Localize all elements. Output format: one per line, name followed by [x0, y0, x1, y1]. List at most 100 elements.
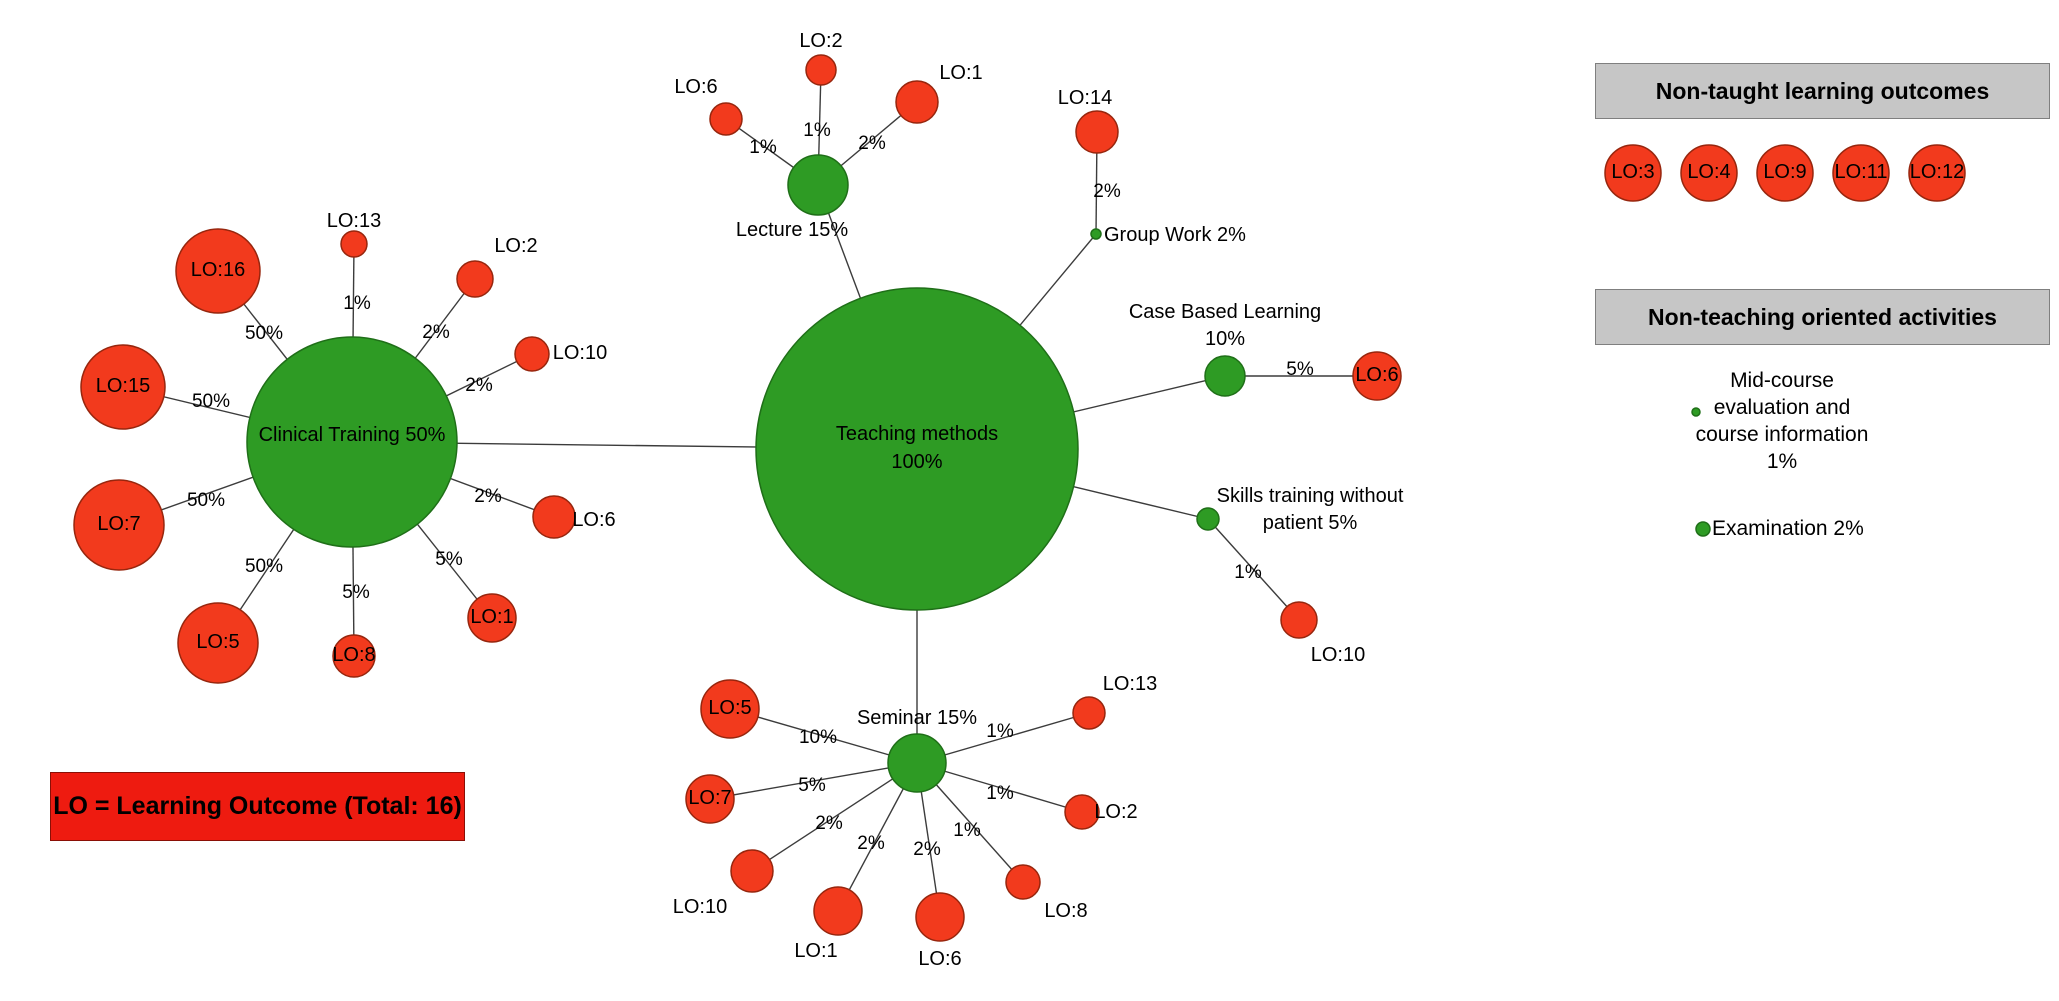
node-lecture [787, 154, 849, 216]
midcourse-evaluation-label: Mid-course evaluation and course informa… [1642, 367, 1922, 475]
node-nt-lo11 [1832, 144, 1890, 202]
edge-weight-seminar-se-lo8: 1% [953, 820, 981, 841]
label-nt-lo11: LO:11 [1835, 161, 1888, 183]
examination-label: Examination 2% [1712, 517, 1864, 540]
node-se-lo1 [813, 886, 863, 936]
edge-skills-s-lo10 [1207, 518, 1300, 621]
label-c-lo8: LO:8 [332, 644, 375, 666]
node-exam-dot [1695, 521, 1711, 537]
edge-weight-seminar-se-lo6: 2% [913, 839, 941, 860]
edge-seminar-se-lo5 [729, 708, 918, 764]
label-c-lo7: LO:7 [97, 513, 140, 535]
label-nt-lo3: LO:3 [1611, 161, 1654, 183]
edge-weight-seminar-se-lo13: 1% [986, 721, 1014, 742]
node-nt-lo3 [1604, 144, 1662, 202]
edge-weight-groupwork-g-lo14: 2% [1093, 181, 1121, 202]
midcourse-line-1: Mid-course [1730, 369, 1834, 392]
label-c-lo1: LO:1 [470, 606, 513, 628]
node-seminar [887, 733, 947, 793]
label-teaching: Teaching methods 100% [836, 423, 998, 473]
node-midcourse-dot [1691, 407, 1701, 417]
label-seminar: Seminar 15% [857, 707, 977, 729]
node-l-lo2 [805, 54, 837, 86]
label-se-lo2: LO:2 [1094, 801, 1137, 823]
node-c-lo6 [532, 495, 576, 539]
label-casebased: Case Based Learning 10% [1129, 301, 1321, 350]
edge-weight-clinical-c-lo16: 50% [245, 323, 283, 344]
label-c-lo6: LO:6 [572, 509, 615, 531]
midcourse-line-3: course information [1695, 423, 1869, 446]
label-s-lo10: LO:10 [1311, 644, 1365, 666]
edge-weight-seminar-se-lo1: 2% [857, 833, 885, 854]
node-c-lo7 [73, 479, 165, 571]
node-nt-lo9 [1756, 144, 1814, 202]
edge-seminar-se-lo7 [709, 762, 918, 800]
edge-weight-skills-s-lo10: 1% [1234, 562, 1262, 583]
node-c-lo5 [177, 602, 259, 684]
edge-weight-clinical-c-lo5: 50% [245, 556, 283, 577]
non-taught-outcomes-header: Non-taught learning outcomes [1595, 63, 2050, 119]
non-teaching-activities-header: Non-teaching oriented activities [1595, 289, 2050, 345]
node-se-lo8 [1005, 864, 1041, 900]
label-se-lo8: LO:8 [1044, 900, 1087, 922]
label-c-lo5: LO:5 [196, 631, 239, 653]
label-se-lo7: LO:7 [688, 787, 731, 809]
node-se-lo13 [1072, 696, 1106, 730]
label-skills: Skills training without patient 5% [1217, 485, 1404, 534]
label-nt-lo9: LO:9 [1763, 161, 1806, 183]
label-se-lo10: LO:10 [673, 896, 727, 918]
node-nt-lo4 [1680, 144, 1738, 202]
label-l-lo2: LO:2 [799, 30, 842, 52]
node-teaching [755, 287, 1079, 611]
node-se-lo5 [700, 679, 760, 739]
node-se-lo7 [685, 774, 735, 824]
label-c-lo13: LO:13 [327, 210, 381, 232]
node-se-lo10 [730, 849, 774, 893]
edge-weight-clinical-c-lo7: 50% [187, 490, 225, 511]
edge-seminar-se-lo10 [751, 762, 918, 872]
node-clinical [246, 336, 458, 548]
edge-weight-clinical-c-lo8: 5% [342, 582, 370, 603]
label-l-lo6: LO:6 [674, 76, 717, 98]
edge-weight-seminar-se-lo2: 1% [986, 783, 1014, 804]
node-l-lo1 [895, 80, 939, 124]
edge-weight-seminar-se-lo10: 2% [815, 813, 843, 834]
label-c-lo2: LO:2 [494, 235, 537, 257]
node-skills [1196, 507, 1220, 531]
label-cb-lo6: LO:6 [1355, 364, 1398, 386]
label-se-lo5: LO:5 [708, 697, 751, 719]
edge-weight-clinical-c-lo1: 5% [435, 549, 463, 570]
label-nt-lo12: LO:12 [1910, 161, 1964, 183]
node-nt-lo12 [1908, 144, 1966, 202]
edge-seminar-se-lo13 [916, 712, 1090, 764]
node-c-lo10 [514, 336, 550, 372]
edge-weight-clinical-c-lo15: 50% [192, 391, 230, 412]
edge-weight-lecture-l-lo1: 2% [858, 133, 886, 154]
node-s-lo10 [1280, 601, 1318, 639]
label-c-lo10: LO:10 [553, 342, 607, 364]
label-nt-lo4: LO:4 [1687, 161, 1730, 183]
midcourse-line-2: evaluation and [1713, 396, 1851, 419]
node-casebased [1204, 355, 1246, 397]
node-se-lo6 [915, 892, 965, 942]
label-groupwork: Group Work 2% [1104, 224, 1246, 246]
label-clinical: Clinical Training 50% [259, 424, 446, 446]
edge-weight-lecture-l-lo6: 1% [749, 137, 777, 158]
edge-weight-clinical-c-lo6: 2% [474, 486, 502, 507]
node-c-lo8 [332, 634, 376, 678]
node-se-lo2 [1064, 794, 1100, 830]
node-c-lo16 [175, 228, 261, 314]
midcourse-line-4: 1% [1766, 450, 1798, 473]
node-c-lo2 [456, 260, 494, 298]
node-g-lo14 [1075, 110, 1119, 154]
label-lecture: Lecture 15% [736, 219, 849, 241]
label-l-lo1: LO:1 [939, 62, 982, 84]
node-cb-lo6 [1352, 351, 1402, 401]
edge-weight-casebased-cb-lo6: 5% [1286, 359, 1314, 380]
node-l-lo6 [709, 102, 743, 136]
node-c-lo15 [80, 344, 166, 430]
label-se-lo1: LO:1 [794, 940, 837, 962]
node-c-lo1 [467, 593, 517, 643]
